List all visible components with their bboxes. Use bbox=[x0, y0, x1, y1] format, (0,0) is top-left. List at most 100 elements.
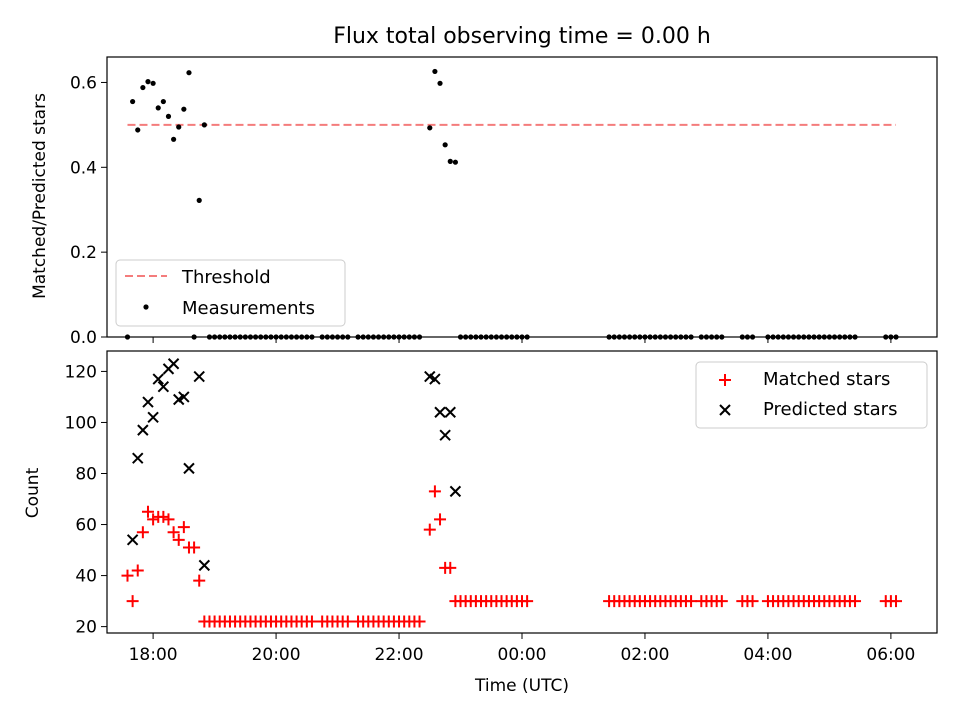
bottom-xlabel: Time (UTC) bbox=[474, 676, 569, 696]
top-ytick-label: 0.4 bbox=[70, 158, 97, 178]
bottom-ytick-label: 20 bbox=[75, 618, 97, 638]
predicted-point bbox=[152, 373, 164, 385]
top-axes-frame bbox=[106, 56, 938, 338]
bottom-ylabel: Count bbox=[23, 467, 43, 518]
measurement-point bbox=[130, 98, 136, 105]
predicted-point bbox=[142, 396, 154, 408]
predicted-point bbox=[157, 381, 170, 393]
predicted-point bbox=[429, 373, 441, 385]
top-title: Flux total observing time = 0.00 h bbox=[333, 24, 711, 49]
top-ytick-label: 0.2 bbox=[70, 243, 97, 263]
measurement-point bbox=[437, 80, 443, 86]
bottom-xtick-label: 06:00 bbox=[866, 645, 915, 665]
bottom-legend: Matched stars Predicted stars bbox=[695, 361, 928, 429]
measurement-point bbox=[160, 98, 166, 105]
measurement-point bbox=[201, 122, 207, 128]
matched-legend-swatch bbox=[719, 374, 731, 386]
matched-point bbox=[188, 541, 201, 554]
top-legend: Threshold Measurements bbox=[115, 259, 346, 327]
matched-point bbox=[305, 615, 318, 628]
bottom-xtick-label: 20:00 bbox=[252, 645, 301, 665]
predicted-point bbox=[198, 559, 211, 572]
bottom-panel: Count Time (UTC) 20 40 60 80 100 120 18:00 20:… bbox=[23, 350, 938, 696]
matched-point bbox=[746, 595, 759, 608]
matched-point bbox=[167, 526, 180, 539]
top-legend-box bbox=[115, 259, 346, 327]
measurement-point bbox=[452, 159, 458, 165]
matched-point bbox=[172, 533, 185, 546]
measurement-point bbox=[432, 68, 438, 75]
matched-point bbox=[715, 595, 728, 608]
matched-point bbox=[141, 505, 154, 518]
measurement-point bbox=[181, 106, 187, 112]
measurement-point bbox=[155, 105, 161, 111]
measurement-point bbox=[165, 113, 172, 119]
matched-point bbox=[157, 510, 170, 523]
bottom-yticks: 20 40 60 80 100 120 bbox=[65, 362, 107, 638]
threshold-legend-label: Threshold bbox=[181, 267, 271, 288]
matched-point bbox=[685, 595, 698, 608]
measurements-legend-label: Measurements bbox=[182, 298, 315, 319]
bottom-ytick-label: 100 bbox=[65, 413, 97, 433]
predicted-point bbox=[193, 370, 205, 383]
matched-point bbox=[428, 485, 441, 498]
matched-point bbox=[413, 615, 426, 628]
measurement-point bbox=[427, 125, 433, 131]
predicted-point bbox=[126, 534, 139, 546]
bottom-xtick-label: 18:00 bbox=[129, 645, 178, 665]
matched-point bbox=[444, 561, 457, 574]
predicted-point bbox=[449, 485, 462, 498]
matched-legend-label: Matched stars bbox=[763, 369, 890, 390]
matched-point bbox=[423, 523, 436, 536]
top-xticks bbox=[152, 337, 892, 343]
matched-point bbox=[434, 513, 447, 526]
matched-point bbox=[136, 526, 149, 539]
bottom-ytick-label: 60 bbox=[75, 516, 97, 536]
matched-point bbox=[849, 595, 862, 608]
matched-point bbox=[147, 513, 160, 526]
bottom-xtick-label: 04:00 bbox=[743, 645, 792, 665]
matched-point bbox=[341, 615, 354, 628]
bottom-ytick-label: 120 bbox=[65, 362, 97, 382]
predicted-point bbox=[147, 411, 159, 424]
bottom-ytick-label: 80 bbox=[75, 464, 97, 484]
bottom-ytick-label: 40 bbox=[75, 567, 97, 587]
matched-point bbox=[126, 595, 139, 608]
matched-point bbox=[177, 521, 190, 534]
predicted-point bbox=[183, 462, 195, 475]
bottom-marks bbox=[121, 358, 903, 628]
predicted-point bbox=[434, 406, 446, 418]
bottom-legend-box bbox=[695, 361, 928, 429]
bottom-xtick-label: 00:00 bbox=[498, 645, 547, 665]
top-ytick-label: 0.0 bbox=[70, 328, 97, 348]
predicted-point bbox=[439, 429, 451, 441]
matched-point bbox=[121, 569, 134, 582]
predicted-point bbox=[167, 358, 180, 370]
predicted-point bbox=[178, 391, 190, 403]
predicted-point bbox=[132, 452, 144, 464]
predicted-point bbox=[444, 406, 456, 418]
measurement-point bbox=[171, 136, 177, 142]
predicted-legend-swatch bbox=[719, 404, 731, 416]
top-panel: Flux total observing time = 0.00 h Match… bbox=[30, 24, 938, 348]
bottom-xtick-label: 02:00 bbox=[620, 645, 669, 665]
predicted-point bbox=[137, 424, 149, 436]
matched-point bbox=[193, 574, 206, 587]
measurement-point bbox=[176, 124, 182, 130]
predicted-legend-label: Predicted stars bbox=[763, 399, 897, 420]
matched-point bbox=[521, 595, 534, 608]
measurements-legend-swatch bbox=[143, 304, 149, 310]
measurement-point bbox=[135, 127, 141, 133]
measurement-point bbox=[150, 80, 156, 86]
matched-point bbox=[162, 513, 175, 526]
top-yticks: 0.0 0.2 0.4 0.6 bbox=[70, 73, 107, 348]
top-ylabel: Matched/Predicted stars bbox=[30, 93, 50, 299]
top-ytick-label: 0.6 bbox=[70, 73, 97, 93]
measurement-point bbox=[447, 158, 453, 164]
measurement-point bbox=[196, 197, 202, 203]
measurement-point bbox=[145, 79, 151, 85]
top-marks bbox=[124, 68, 899, 340]
measurement-point bbox=[186, 70, 192, 76]
bottom-xticks: 18:00 20:00 22:00 00:00 02:00 04:00 06:00 bbox=[129, 633, 915, 665]
